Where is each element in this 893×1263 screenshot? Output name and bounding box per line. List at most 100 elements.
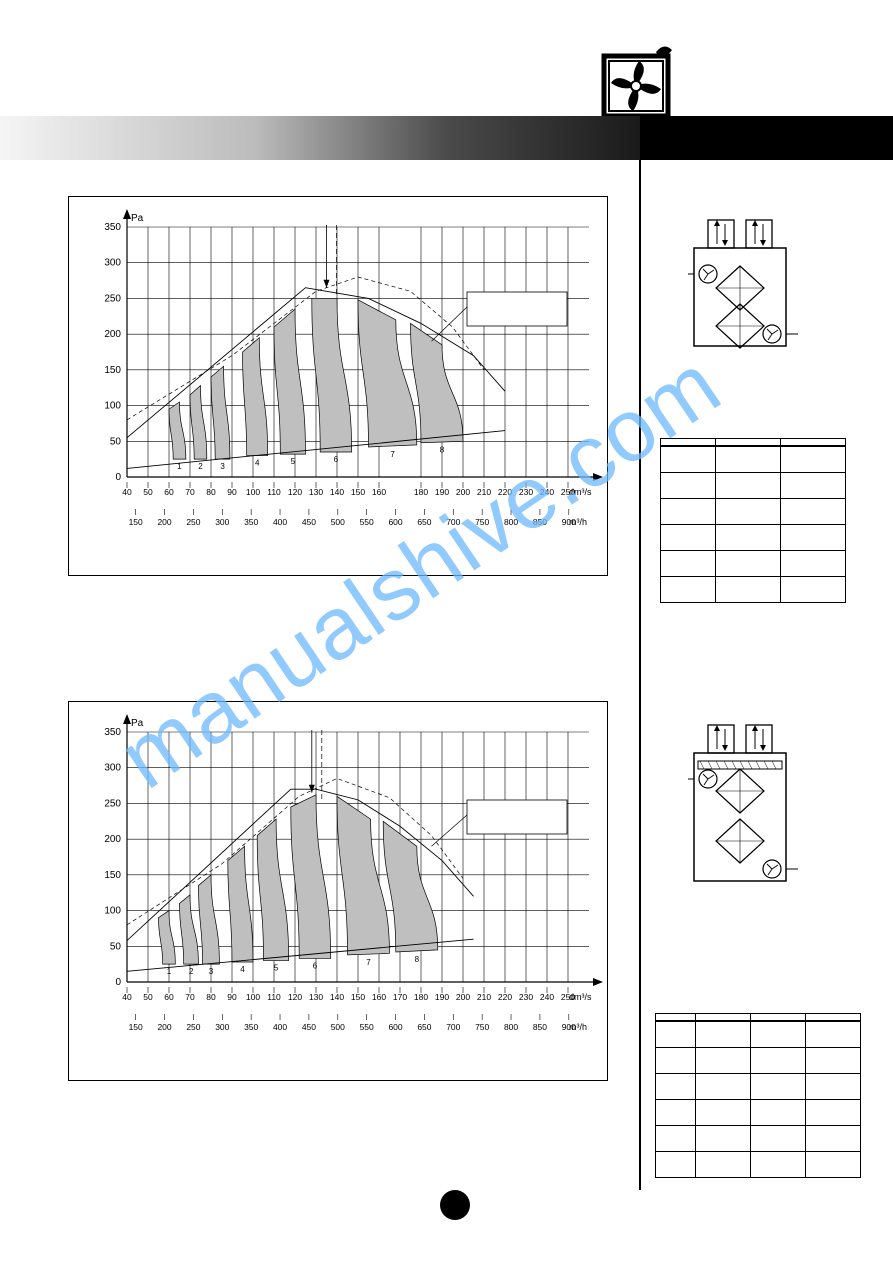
table-cell: [661, 498, 716, 524]
table-cell: [656, 1099, 696, 1125]
svg-text:dm³/s: dm³/s: [569, 992, 592, 1002]
svg-text:90: 90: [227, 992, 237, 1002]
svg-text:50: 50: [110, 436, 122, 447]
svg-text:50: 50: [143, 992, 153, 1002]
svg-text:750: 750: [475, 517, 489, 527]
svg-text:8: 8: [415, 955, 420, 964]
svg-text:150: 150: [351, 487, 365, 497]
svg-text:240: 240: [540, 992, 554, 1002]
table-cell: [656, 1047, 696, 1073]
svg-text:180: 180: [414, 487, 428, 497]
svg-text:6: 6: [313, 961, 318, 970]
svg-text:600: 600: [388, 517, 402, 527]
table-col-header: [656, 1014, 696, 1022]
svg-text:Pa: Pa: [131, 718, 144, 729]
table-cell: [661, 472, 716, 498]
svg-text:250: 250: [186, 517, 200, 527]
svg-text:220: 220: [498, 992, 512, 1002]
table-col-header: [806, 1014, 861, 1022]
svg-text:m³/h: m³/h: [569, 1022, 587, 1032]
table-cell: [661, 550, 716, 576]
svg-text:300: 300: [215, 517, 229, 527]
brand-logo: [598, 42, 682, 122]
svg-text:100: 100: [246, 992, 260, 1002]
svg-text:m³/h: m³/h: [569, 517, 587, 527]
page-number: [440, 1190, 470, 1220]
svg-text:3: 3: [220, 462, 225, 471]
svg-text:100: 100: [104, 401, 121, 412]
svg-text:350: 350: [244, 1022, 258, 1032]
svg-text:250: 250: [104, 293, 121, 304]
schematic2: [680, 713, 800, 896]
svg-text:400: 400: [273, 517, 287, 527]
table-cell: [806, 1151, 861, 1177]
table-cell: [716, 472, 781, 498]
table-cell: [781, 498, 846, 524]
svg-text:230: 230: [519, 992, 533, 1002]
svg-text:150: 150: [129, 517, 143, 527]
table-cell: [781, 446, 846, 472]
svg-text:40: 40: [122, 487, 132, 497]
svg-text:150: 150: [104, 365, 121, 376]
table-cell: [781, 576, 846, 602]
table-cell: [661, 446, 716, 472]
svg-text:2: 2: [189, 967, 194, 976]
svg-text:220: 220: [498, 487, 512, 497]
svg-text:190: 190: [435, 487, 449, 497]
svg-text:150: 150: [351, 992, 365, 1002]
svg-text:450: 450: [302, 1022, 316, 1032]
table-cell: [656, 1151, 696, 1177]
svg-text:240: 240: [540, 487, 554, 497]
table-cell: [661, 524, 716, 550]
svg-text:100: 100: [104, 906, 121, 917]
table-col-header: [751, 1014, 806, 1022]
svg-text:80: 80: [206, 487, 216, 497]
table-cell: [751, 1073, 806, 1099]
svg-text:250: 250: [104, 798, 121, 809]
svg-text:70: 70: [185, 992, 195, 1002]
svg-text:800: 800: [504, 1022, 518, 1032]
table-col-header: [716, 439, 781, 447]
table-cell: [806, 1047, 861, 1073]
svg-text:700: 700: [446, 517, 460, 527]
header-gradient: [0, 116, 640, 160]
svg-text:200: 200: [456, 992, 470, 1002]
svg-text:5: 5: [274, 964, 279, 973]
svg-text:500: 500: [331, 517, 345, 527]
table-cell: [661, 576, 716, 602]
table-cell: [656, 1021, 696, 1047]
svg-text:120: 120: [288, 992, 302, 1002]
svg-text:50: 50: [110, 941, 122, 952]
table-cell: [716, 524, 781, 550]
svg-text:2: 2: [198, 462, 203, 471]
svg-text:650: 650: [417, 1022, 431, 1032]
svg-text:550: 550: [360, 517, 374, 527]
table-cell: [696, 1073, 751, 1099]
chart2-frame: 050100150200250300350Pa12345678405060708…: [68, 701, 608, 1081]
svg-text:140: 140: [330, 992, 344, 1002]
svg-text:60: 60: [164, 487, 174, 497]
svg-text:7: 7: [366, 958, 371, 967]
table-cell: [696, 1125, 751, 1151]
svg-text:70: 70: [185, 487, 195, 497]
chart1: 050100150200250300350Pa12345678405060708…: [69, 197, 609, 577]
table-cell: [806, 1021, 861, 1047]
svg-text:140: 140: [330, 487, 344, 497]
table-cell: [716, 498, 781, 524]
svg-text:300: 300: [104, 763, 121, 774]
table-cell: [696, 1021, 751, 1047]
svg-text:200: 200: [104, 834, 121, 845]
table1: [660, 438, 846, 603]
svg-text:750: 750: [475, 1022, 489, 1032]
table-cell: [696, 1099, 751, 1125]
svg-text:7: 7: [390, 450, 395, 459]
svg-text:50: 50: [143, 487, 153, 497]
table-cell: [716, 446, 781, 472]
svg-text:300: 300: [104, 258, 121, 269]
vertical-divider: [639, 160, 641, 1190]
table-cell: [751, 1125, 806, 1151]
chart2: 050100150200250300350Pa12345678405060708…: [69, 702, 609, 1082]
svg-text:300: 300: [215, 1022, 229, 1032]
svg-text:850: 850: [533, 517, 547, 527]
table2: [655, 1013, 861, 1178]
